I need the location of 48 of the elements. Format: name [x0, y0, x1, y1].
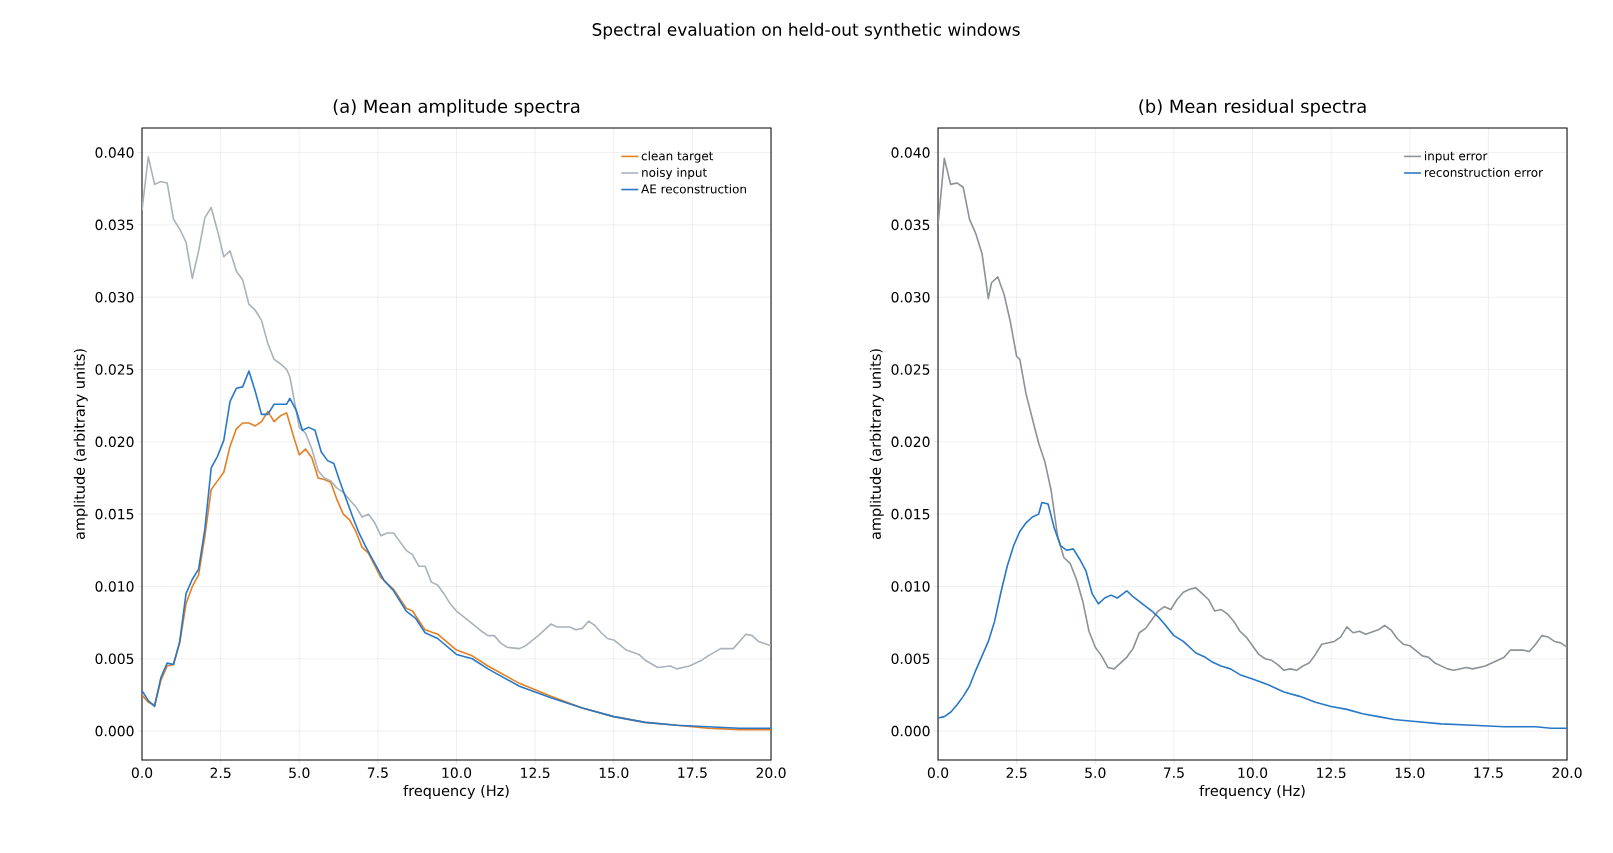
x-tick-label: 12.5 — [521, 767, 550, 779]
x-tick-label: 20.0 — [756, 767, 786, 779]
x-tick-label: 2.5 — [1006, 767, 1027, 779]
y-tick-label: 0.040 — [891, 147, 930, 158]
x-tick-label: 7.5 — [1163, 767, 1184, 778]
legend-label: noisy input — [642, 167, 707, 180]
y-tick-label: 0.030 — [891, 291, 930, 303]
x-tick-label: 20.0 — [1552, 767, 1582, 779]
y-tick-label: 0.035 — [891, 219, 930, 231]
x-tick-label: 10.0 — [1238, 767, 1268, 779]
y-tick-label: 0.005 — [891, 653, 930, 665]
chart-title: (a) Mean amplitude spectra — [333, 99, 580, 117]
legend-label: clean target — [641, 151, 714, 163]
x-tick-label: 12.5 — [1317, 767, 1346, 779]
y-tick-label: 0.025 — [891, 364, 930, 375]
y-tick-label: 0.010 — [891, 581, 930, 592]
y-tick-label: 0.000 — [891, 725, 930, 737]
y-tick-label: 0.015 — [891, 508, 930, 520]
y-tick-label: 0.000 — [95, 725, 134, 737]
x-tick-label: 17.5 — [678, 767, 707, 778]
y-tick-label: 0.020 — [891, 436, 930, 448]
text: Spectral evaluation on held-out synthetic windows — [592, 22, 1020, 40]
legend-label: input error — [1425, 151, 1488, 163]
y-tick-label: 0.025 — [95, 364, 134, 375]
y-tick-label: 0.040 — [95, 147, 134, 158]
x-tick-label: 7.5 — [367, 767, 388, 778]
x-tick-label: 0.0 — [131, 767, 153, 779]
x-axis-title: frequency (Hz) — [1199, 784, 1305, 799]
y-axis-title: amplitude (arbitrary units) — [869, 349, 884, 540]
legend-label: reconstruction error — [1424, 167, 1544, 177]
x-axis-title: frequency (Hz) — [403, 784, 509, 799]
legend-label: AE reconstruction — [641, 184, 746, 194]
y-axis-title: amplitude (arbitrary units) — [73, 349, 88, 540]
x-tick-label: 10.0 — [442, 767, 472, 779]
y-tick-label: 0.020 — [95, 436, 134, 448]
y-tick-label: 0.005 — [95, 653, 134, 665]
x-tick-label: 17.5 — [1474, 767, 1503, 778]
chart-title: (b) Mean residual spectra — [1139, 99, 1366, 117]
y-tick-label: 0.015 — [95, 508, 134, 520]
x-tick-label: 15.0 — [599, 767, 629, 779]
x-tick-label: 15.0 — [1395, 767, 1425, 779]
y-tick-label: 0.030 — [95, 291, 134, 303]
y-tick-label: 0.010 — [95, 581, 134, 592]
x-tick-label: 5.0 — [1085, 767, 1106, 779]
x-tick-label: 2.5 — [210, 767, 231, 779]
y-tick-label: 0.035 — [95, 219, 134, 231]
x-tick-label: 0.0 — [927, 767, 949, 779]
x-tick-label: 5.0 — [289, 767, 310, 779]
